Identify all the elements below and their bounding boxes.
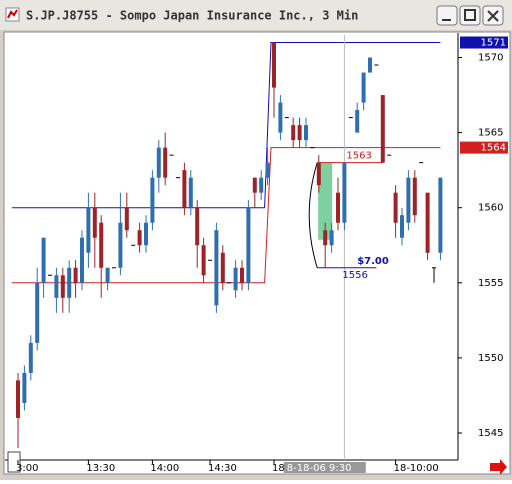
y-tick-label: 1560: [478, 203, 503, 214]
candle-body: [156, 147, 161, 178]
candle-body: [393, 192, 398, 223]
x-tick-label: 18-: [272, 463, 289, 474]
scroll-box[interactable]: [7, 451, 21, 473]
candle-body: [22, 372, 27, 403]
x-tick-label: 3:00: [16, 463, 38, 474]
chart-area: [3, 31, 511, 475]
candle-body: [54, 275, 59, 298]
measure-diff-label: $7.00: [357, 256, 389, 267]
candle-body: [99, 222, 104, 268]
y-tick-label: 1565: [478, 128, 503, 139]
x-tick-label: 14:00: [150, 463, 179, 474]
candle-body: [316, 162, 321, 186]
candle-body: [86, 207, 91, 253]
candle-body: [425, 192, 430, 253]
candle-body: [16, 380, 20, 418]
candle-body: [252, 177, 257, 193]
candle-body: [118, 222, 123, 268]
price-tag-label: 1571: [481, 38, 506, 49]
candle-body: [323, 230, 328, 246]
title-bar: [0, 0, 512, 30]
y-tick-label: 1545: [478, 428, 503, 439]
y-tick-label: 1555: [478, 278, 503, 289]
candle-body: [361, 72, 366, 103]
candle-body: [438, 177, 443, 253]
candle-body: [41, 237, 46, 283]
candle-body: [80, 237, 84, 283]
candle-body: [259, 177, 264, 193]
candle-body: [73, 267, 78, 283]
candle-body: [92, 207, 97, 238]
cursor-label-box: [283, 462, 366, 473]
candle-body: [195, 207, 200, 246]
candle-body: [163, 147, 168, 178]
app-icon: [5, 7, 20, 22]
candle-body: [297, 125, 302, 141]
price-tag: [460, 36, 508, 49]
candle-body: [406, 177, 411, 223]
price-tag: [460, 141, 508, 154]
candle-body: [105, 267, 110, 283]
candle-body: [188, 177, 193, 208]
candle-body: [265, 162, 270, 178]
candle-body: [67, 267, 72, 298]
candle-body: [137, 230, 142, 246]
y-tick-label: 1570: [478, 53, 503, 64]
candle-body: [144, 222, 148, 246]
candle-body: [220, 252, 225, 283]
candle-body: [201, 245, 206, 276]
candle-body: [246, 207, 251, 283]
candle-body: [400, 215, 404, 238]
candle-body: [240, 267, 244, 283]
candle-body: [380, 95, 385, 163]
measure-low-label: 1556: [342, 270, 367, 281]
x-tick-label: 14:30: [208, 463, 237, 474]
candle-body: [278, 102, 283, 133]
candle-body: [336, 192, 340, 223]
candle-body: [35, 282, 40, 343]
measure-highlight: [318, 162, 333, 240]
candle-body: [60, 275, 65, 298]
measure-arc: [308, 162, 318, 268]
candle-body: [124, 207, 129, 231]
candle-body: [291, 125, 296, 141]
candle-body: [214, 230, 219, 306]
candle-body: [412, 177, 417, 216]
candle-body: [233, 267, 238, 291]
candle-body: [342, 162, 347, 223]
candle-body: [272, 42, 276, 88]
cursor-label: 8-18-06 9:30: [287, 463, 352, 474]
minimize-button[interactable]: [436, 5, 458, 26]
candle-body: [355, 110, 360, 133]
level-line: [12, 42, 441, 209]
scroll-arrow[interactable]: [490, 459, 507, 475]
x-tick-label: 13:30: [86, 463, 115, 474]
measure-high-label: 1563: [346, 151, 371, 162]
maximize-button[interactable]: [459, 5, 481, 26]
candle-body: [329, 230, 334, 246]
y-tick-label: 1550: [478, 353, 503, 364]
window-title: S.JP.J8755 - Sompo Japan Insurance Inc.,…: [26, 9, 358, 23]
candle-body: [368, 57, 372, 73]
close-button[interactable]: [482, 5, 504, 26]
candle-body: [150, 177, 155, 223]
candle-body: [182, 170, 187, 208]
candle-body: [304, 125, 308, 141]
price-tag-label: 1564: [481, 143, 506, 154]
x-tick-label: 18-10:00: [394, 463, 439, 474]
candle-body: [28, 342, 33, 373]
